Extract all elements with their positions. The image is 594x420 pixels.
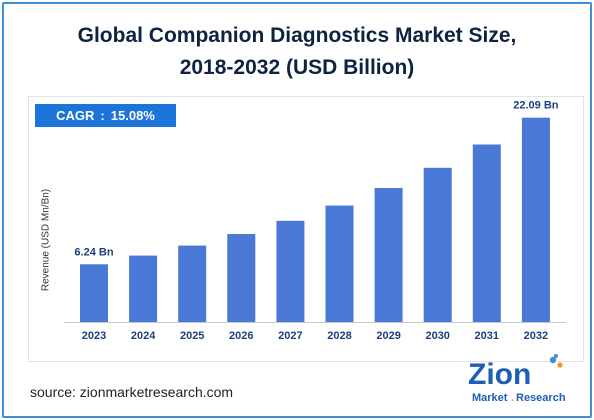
x-tick-label-2023: 2023 [82,330,106,342]
x-tick-label-2027: 2027 [278,330,302,342]
logo-word: Zion [468,358,531,391]
cagr-badge: CAGR:15.08% [35,104,176,127]
bar-2024 [129,255,158,322]
x-tick-label-2030: 2030 [425,330,449,342]
x-tick-label-2025: 2025 [180,330,204,342]
chart-title-line2: 2018-2032 (USD Billion) [179,56,415,79]
bar-2023 [80,264,108,322]
bar-2025 [178,245,207,322]
bar-2027 [276,220,305,322]
bar-2032 [521,117,550,322]
logo-dot: . [511,392,514,404]
cagr-value: 15.08% [110,108,155,123]
cagr-label: CAGR [56,108,95,123]
logo-sub2: Research [516,392,566,404]
data-label-first: 6.24 Bn [74,246,113,258]
logo-sub1: Market [472,392,508,404]
x-tick-label-2031: 2031 [475,330,499,342]
x-tick-label-2032: 2032 [524,330,548,342]
x-tick-label-2029: 2029 [376,330,400,342]
chart-title-line1: Global Companion Diagnostics Market Size… [77,24,517,47]
x-tick-label-2028: 2028 [327,330,351,342]
bar-2026 [227,234,256,322]
x-tick-label-2026: 2026 [229,330,253,342]
source-note: source: zionmarketresearch.com [30,384,234,400]
x-tick-label-2024: 2024 [131,330,156,342]
zion-logo: Zion Market . Research [468,354,566,404]
data-label-last: 22.09 Bn [513,100,559,112]
bar-2030 [423,167,452,322]
bar-2029 [374,187,403,322]
bar-2031 [472,144,501,322]
cagr-separator: : [100,108,105,123]
logo-mark-icon [549,354,563,368]
bar-2028 [325,205,354,322]
